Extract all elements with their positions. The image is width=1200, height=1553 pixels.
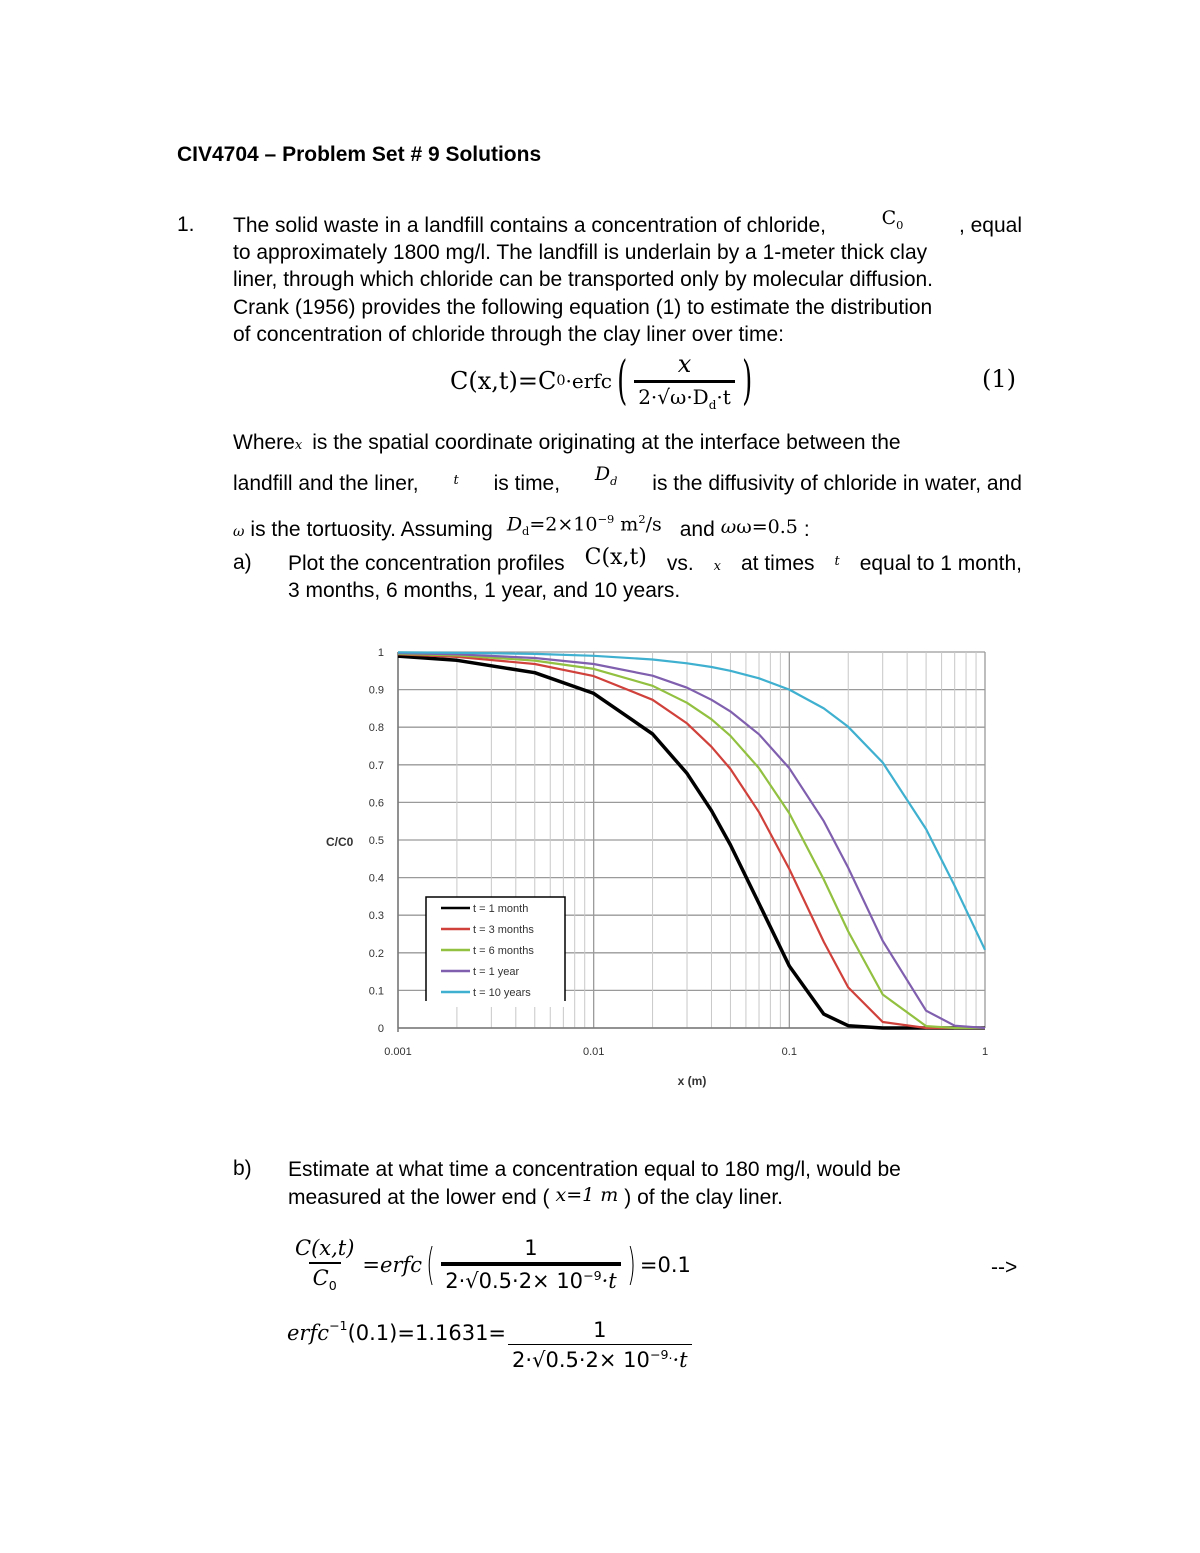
concentration-chart: t = 1 month t = 3 months t = 6 months t = 1… [326, 647, 988, 1088]
math-x-equals-1m: x=1 m [555, 1184, 619, 1206]
y-tick-label: 0.5 [369, 835, 384, 847]
y-tick-label: 0.4 [369, 873, 384, 885]
x-tick-label: 0.01 [583, 1046, 604, 1058]
x-tick-label: 1 [982, 1046, 988, 1058]
series-line [397, 652, 985, 1030]
y-tick-label: 0.2 [369, 948, 384, 960]
paragraph-line: Plot the concentration profiles C(x,t) v… [288, 545, 1022, 575]
arrow-text: --> [991, 1256, 1018, 1279]
paragraph-line: liner, through which chloride can be tra… [233, 268, 934, 291]
paragraph-line: Estimate at what time a concentration eq… [288, 1158, 901, 1181]
series-line [397, 652, 986, 1030]
document-title: CIV4704 – Problem Set # 9 Solutions [177, 143, 542, 166]
text: The solid waste in a landfill contains a… [233, 214, 827, 237]
equation-1: C(x,t)=C 0 ·erfc ( x 2·√ω·Dd·t ) [450, 350, 753, 412]
paragraph-line: of concentration of chloride through the… [233, 323, 784, 346]
y-tick-label: 0.7 [369, 760, 384, 772]
paragraph-line: ω is the tortuosity. Assuming Dd=2×10−9 … [233, 512, 810, 542]
y-tick-label: 0.6 [369, 797, 384, 809]
chart-legend: t = 1 month t = 3 months t = 6 months t = 1… [425, 896, 566, 1007]
y-tick-label: 0.8 [369, 722, 384, 734]
series-line [397, 653, 985, 1030]
y-axis-label: C/C0 [326, 835, 354, 849]
legend-entry: t = 3 months [473, 924, 534, 936]
legend-background [426, 897, 565, 1007]
paragraph-line: 3 months, 6 months, 1 year, and 10 years… [288, 579, 681, 602]
equation-3: erfc −1 (0.1)=1.1631= 1 2·√0.5·2× 10−9.·t [287, 1306, 694, 1372]
paragraph-line: measured at the lower end ( x=1 m ) of t… [288, 1184, 784, 1209]
part-a-label: a) [233, 551, 252, 574]
x-tick-label: 0.001 [384, 1046, 412, 1058]
legend-entry: t = 10 years [473, 987, 531, 999]
y-tick-label: 1 [378, 647, 384, 659]
legend-entry: t = 6 months [473, 945, 534, 957]
problem-number: 1. [177, 213, 195, 236]
text: , equal [958, 214, 1022, 237]
x-axis-label: x (m) [678, 1074, 707, 1088]
legend-entry: t = 1 year [473, 966, 520, 978]
legend-entry: t = 1 month [473, 903, 528, 915]
legend-border [425, 896, 566, 1001]
y-tick-label: 0.9 [369, 685, 384, 697]
math-c0: C0 [881, 207, 904, 232]
series-line [397, 654, 985, 1030]
equation-2: C(x,t) C0 =erfc ( 1 2·√0.5·2× 10−9·t ) =0.… [295, 1236, 691, 1294]
paragraph-line: Where x is the spatial coordinate origin… [233, 431, 901, 454]
x-tick-label: 0.1 [782, 1046, 797, 1058]
paragraph-line: landfill and the liner, t is time, Dd is… [233, 463, 1022, 495]
y-tick-label: 0.3 [369, 910, 384, 922]
equation-number: (1) [982, 365, 1016, 393]
y-tick-label: 0 [378, 1023, 384, 1035]
paragraph-line: The solid waste in a landfill contains a… [233, 207, 1022, 246]
paragraph-line: to approximately 1800 mg/l. The landfill… [233, 241, 928, 264]
y-tick-label: 0.1 [369, 985, 384, 997]
series-line [397, 651, 986, 951]
paragraph-line: Crank (1956) provides the following equa… [233, 296, 933, 319]
part-b-label: b) [233, 1157, 252, 1180]
